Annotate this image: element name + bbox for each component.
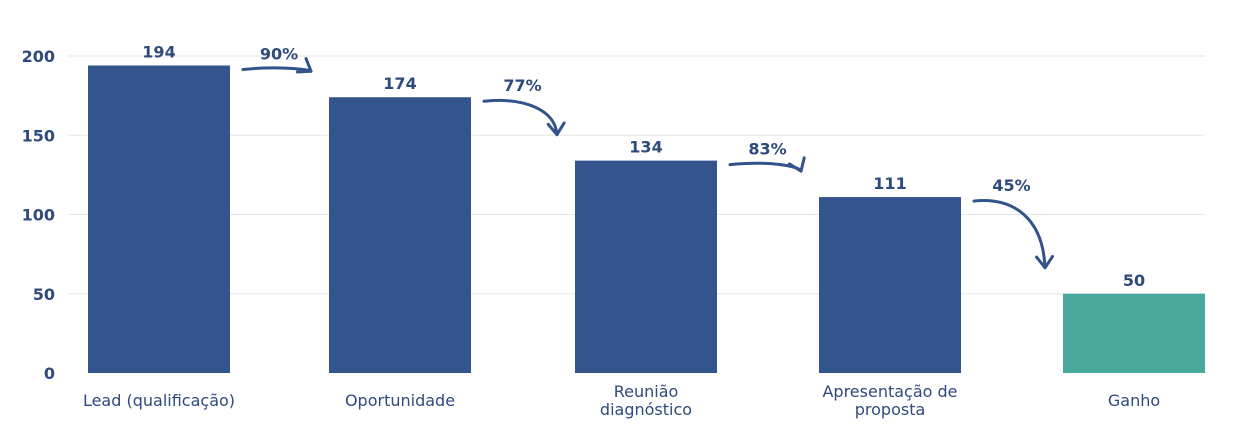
conversion-arrows	[241, 57, 1055, 270]
conversion-arrow	[972, 199, 1047, 270]
data-label: 50	[1123, 271, 1145, 290]
arrowhead	[546, 121, 566, 137]
category-labels: Lead (qualificação) Oportunidade Reunião di…	[83, 382, 1160, 419]
conversion-rate-label: 77%	[503, 76, 541, 95]
conversion-labels: 90% 77% 83% 45%	[260, 45, 1031, 196]
y-axis-ticks: 0 50 100 150 200	[22, 47, 55, 383]
y-tick-label: 0	[44, 364, 55, 383]
conversion-rate-label: 83%	[748, 140, 786, 159]
bars	[88, 65, 1205, 374]
category-label: Reunião diagnóstico	[600, 382, 692, 419]
bar	[88, 65, 230, 373]
arrowhead	[787, 156, 806, 173]
arrowhead	[295, 57, 313, 74]
category-label: Oportunidade	[345, 391, 455, 410]
y-tick-label: 50	[33, 285, 55, 304]
category-label: Ganho	[1108, 391, 1160, 410]
y-tick-label: 100	[22, 206, 55, 225]
data-label: 134	[629, 138, 662, 157]
arrowhead	[1035, 254, 1055, 270]
bar	[575, 160, 717, 373]
bar	[329, 97, 471, 374]
bar	[1063, 293, 1205, 373]
data-labels: 194 174 134 111 50	[142, 43, 1145, 290]
category-label: Lead (qualificação)	[83, 391, 235, 410]
data-label: 174	[383, 74, 416, 93]
conversion-rate-label: 45%	[992, 176, 1030, 195]
data-label: 111	[873, 174, 906, 193]
conversion-rate-label: 90%	[260, 45, 298, 64]
y-tick-label: 150	[22, 126, 55, 145]
conversion-arrow	[482, 98, 559, 137]
category-label: Apresentação de proposta	[822, 382, 957, 419]
bar	[819, 197, 961, 373]
data-label: 194	[142, 43, 175, 62]
y-tick-label: 200	[22, 47, 55, 66]
